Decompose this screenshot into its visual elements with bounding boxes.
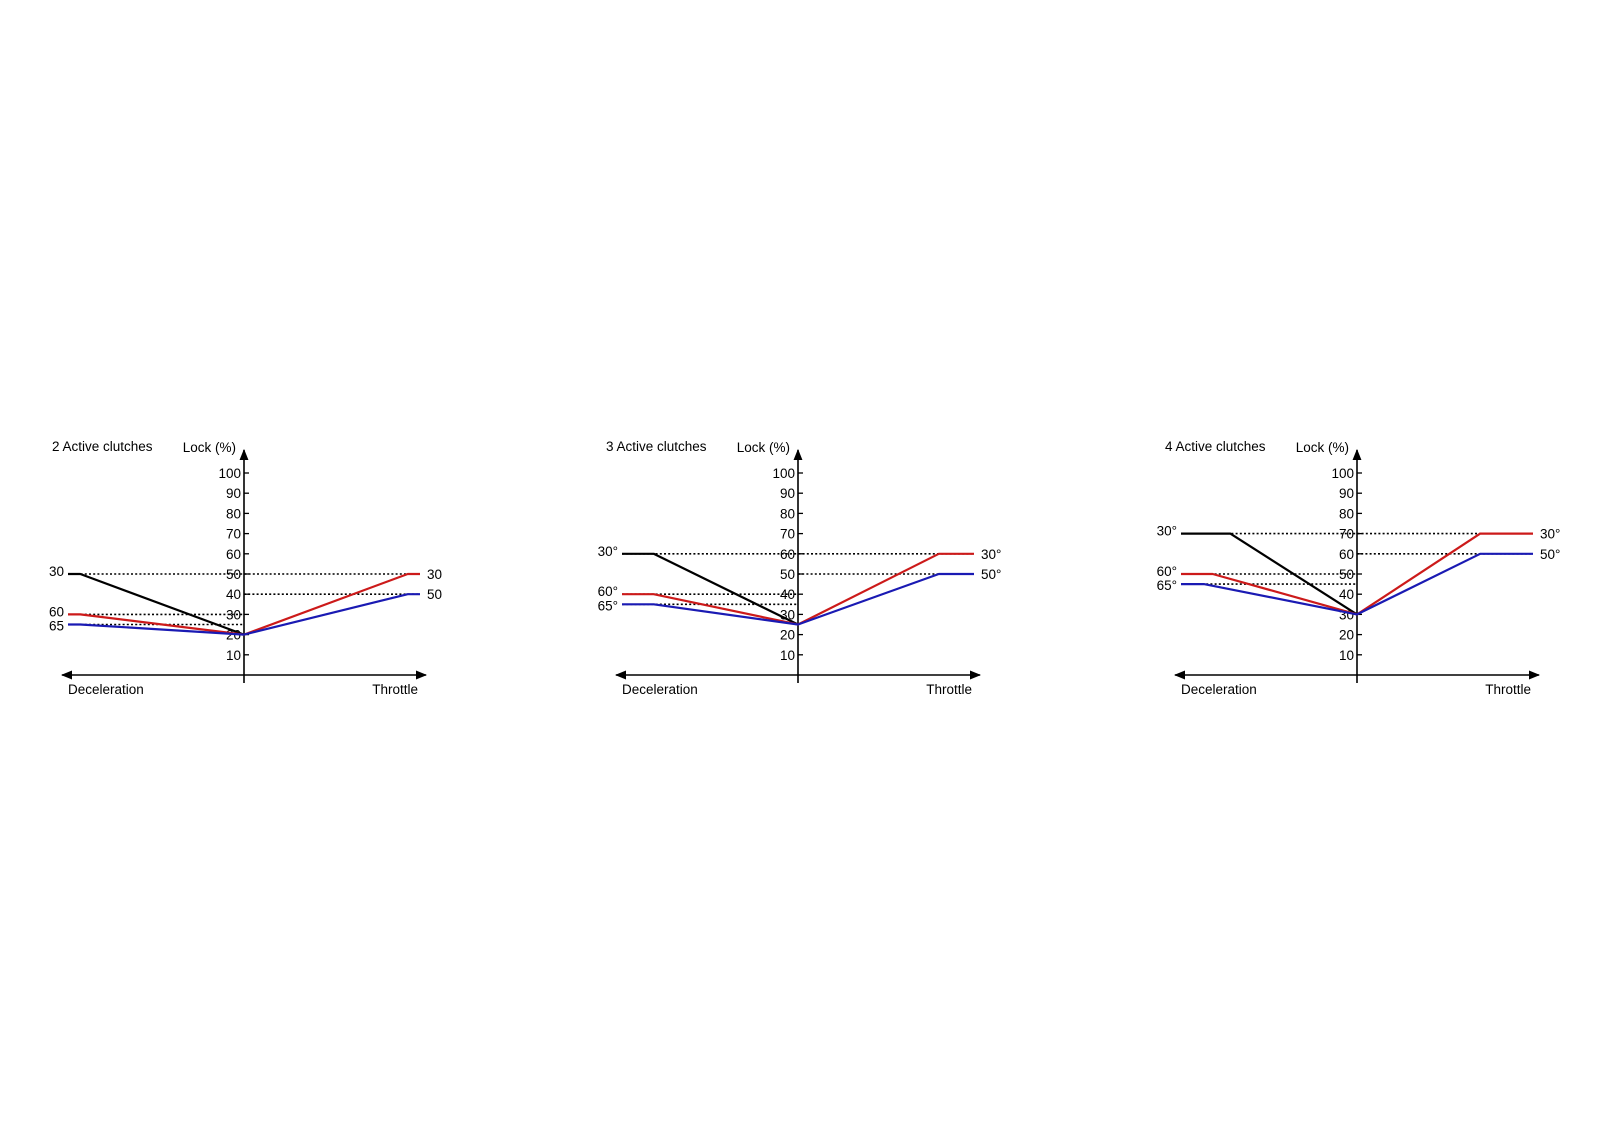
y-tick-label: 80 — [780, 506, 795, 521]
y-axis-label: Lock (%) — [1296, 440, 1349, 455]
y-tick-label: 100 — [218, 466, 241, 481]
y-tick-label: 100 — [1331, 466, 1354, 481]
y-tick-label: 50 — [1339, 567, 1354, 582]
y-tick-label: 70 — [1339, 527, 1354, 542]
chart-panel-2: 3 Active clutches Lock (%)102030405060708… — [598, 439, 1002, 697]
y-tick-label: 10 — [1339, 648, 1354, 663]
series-line-blue — [622, 572, 974, 626]
x-right-label: Throttle — [1485, 682, 1531, 697]
y-tick-label: 40 — [226, 587, 241, 602]
y-tick-label: 60 — [780, 547, 795, 562]
y-tick-label: 20 — [1339, 628, 1354, 643]
y-tick-label: 90 — [780, 486, 795, 501]
y-tick-label: 60 — [226, 547, 241, 562]
y-tick-label: 70 — [226, 527, 241, 542]
chart-title: 3 Active clutches — [606, 439, 707, 454]
series-start-label: 60 — [49, 604, 64, 619]
x-right-label: Throttle — [926, 682, 972, 697]
chart-title: 4 Active clutches — [1165, 439, 1266, 454]
series-start-label: 30° — [1157, 524, 1177, 539]
y-axis-label: Lock (%) — [737, 440, 790, 455]
y-tick-label: 50 — [226, 567, 241, 582]
y-axis-label: Lock (%) — [183, 440, 236, 455]
y-tick-label: 90 — [226, 486, 241, 501]
y-tick-label: 100 — [772, 466, 795, 481]
chart-title: 2 Active clutches — [52, 439, 153, 454]
series-start-label: 65 — [49, 619, 64, 634]
y-tick-label: 20 — [780, 628, 795, 643]
chart-panel-1: 2 Active clutches Lock (%)102030405060708… — [49, 439, 442, 697]
series-line-blue — [1181, 552, 1533, 616]
y-tick-label: 30 — [226, 607, 241, 622]
series-start-label: 60° — [598, 584, 618, 599]
y-tick-label: 80 — [1339, 506, 1354, 521]
y-tick-label: 60 — [1339, 547, 1354, 562]
series-line-black — [1181, 532, 1358, 616]
y-tick-label: 40 — [1339, 587, 1354, 602]
y-tick-label: 70 — [780, 527, 795, 542]
x-left-label: Deceleration — [68, 682, 144, 697]
y-tick-label: 40 — [780, 587, 795, 602]
series-end-label: 30 — [427, 567, 442, 582]
series-line-blue — [68, 593, 420, 636]
series-line-black — [622, 552, 799, 626]
series-end-label: 50° — [1540, 547, 1560, 562]
series-start-label: 65° — [1157, 578, 1177, 593]
x-right-label: Throttle — [372, 682, 418, 697]
series-end-label: 50 — [427, 587, 442, 602]
x-left-label: Deceleration — [1181, 682, 1257, 697]
y-tick-label: 90 — [1339, 486, 1354, 501]
y-tick-label: 10 — [226, 648, 241, 663]
y-tick-label: 10 — [780, 648, 795, 663]
y-tick-label: 80 — [226, 506, 241, 521]
series-start-label: 65° — [598, 598, 618, 613]
chart-panel-3: 4 Active clutches Lock (%)102030405060708… — [1157, 439, 1561, 697]
series-start-label: 30° — [598, 544, 618, 559]
series-end-label: 50° — [981, 567, 1001, 582]
series-start-label: 60° — [1157, 564, 1177, 579]
series-line-black — [68, 572, 245, 636]
y-tick-label: 50 — [780, 567, 795, 582]
x-left-label: Deceleration — [622, 682, 698, 697]
series-start-label: 30 — [49, 564, 64, 579]
series-end-label: 30° — [981, 547, 1001, 562]
series-end-label: 30° — [1540, 527, 1560, 542]
